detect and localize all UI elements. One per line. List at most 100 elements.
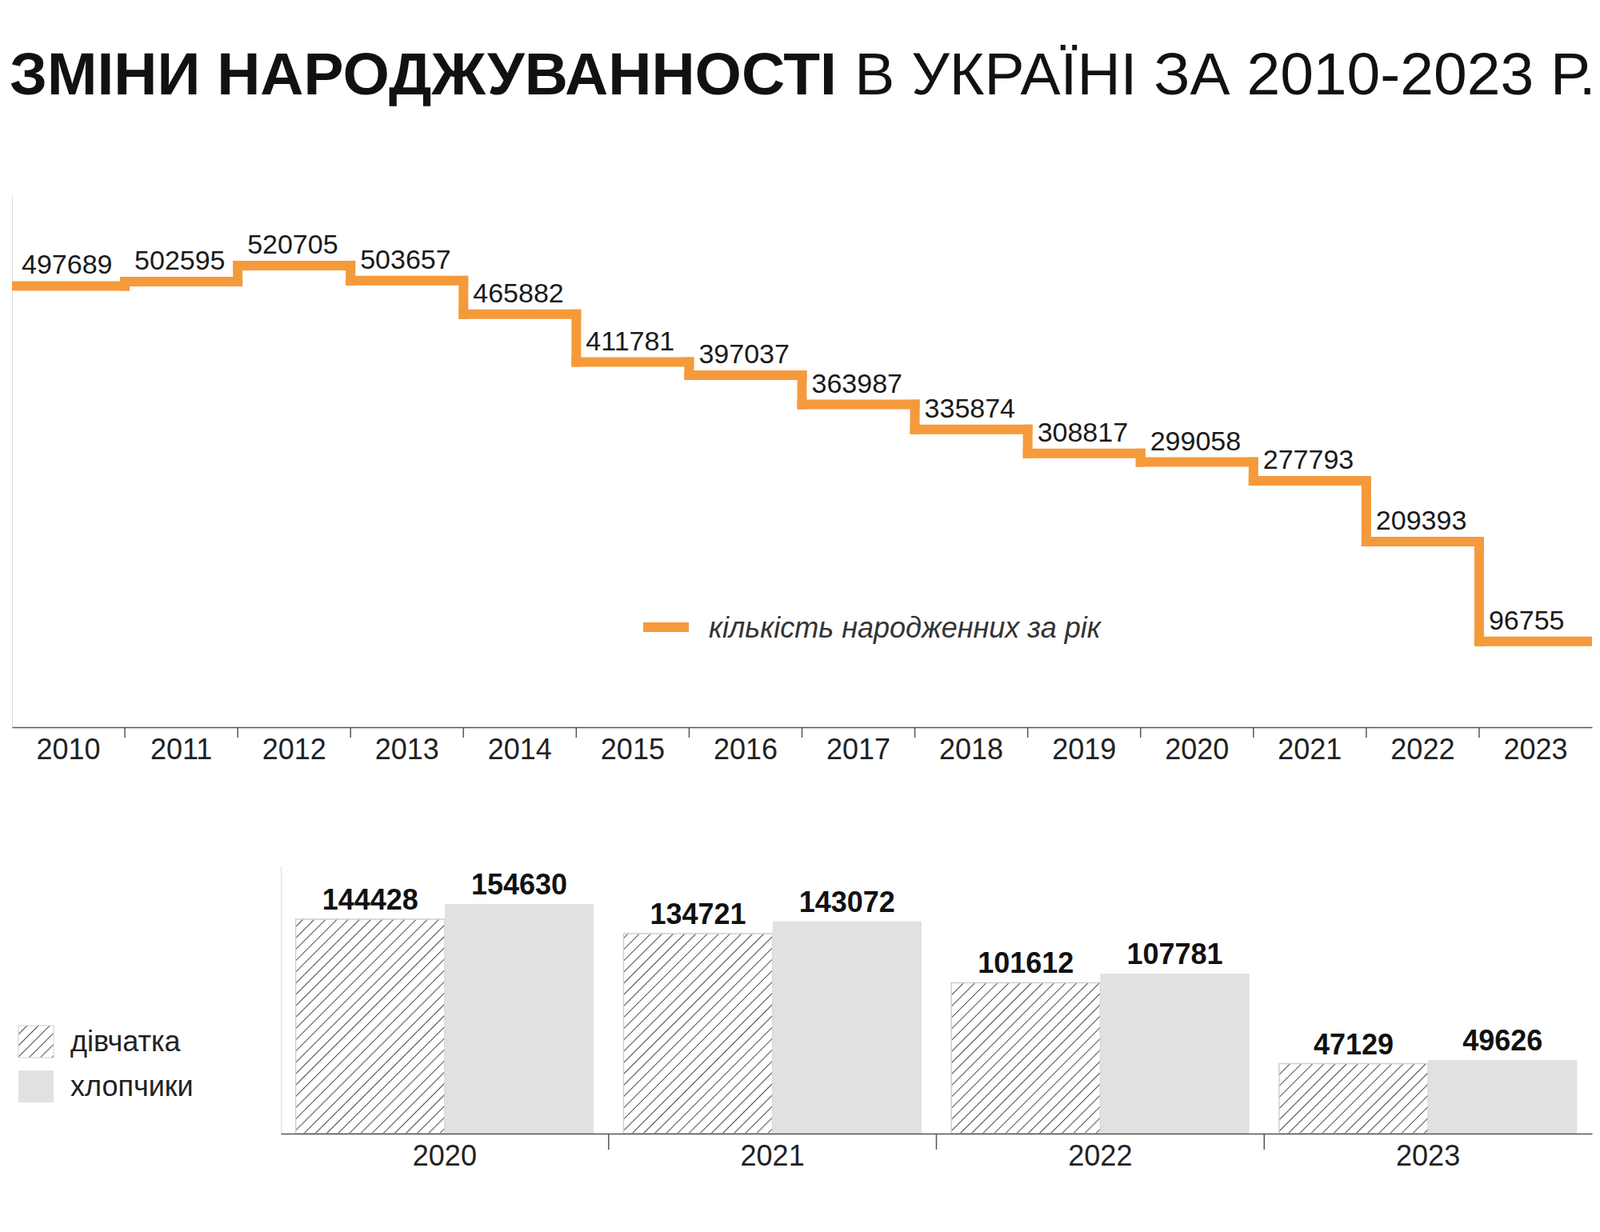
plot-marks (12, 265, 1592, 642)
legend-label: кількість народженних за рік (708, 611, 1103, 644)
x-tick-label: 2015 (600, 732, 665, 766)
category-divider (1264, 1133, 1266, 1150)
data-label: 363987 (812, 368, 903, 399)
step-segment (802, 400, 916, 410)
category-divider (688, 727, 691, 738)
category-divider (1140, 727, 1142, 738)
bar (951, 982, 1100, 1134)
data-label: 411781 (585, 325, 675, 356)
x-tick: 2013 (375, 727, 440, 766)
x-tick: 2011 (150, 727, 212, 766)
x-tick-label: 2023 (1396, 1139, 1460, 1172)
category-divider (608, 1133, 610, 1150)
step-riser (1361, 480, 1372, 542)
step-segment (463, 309, 576, 320)
x-tick: 2021 (1277, 727, 1342, 766)
x-tick: 2022 (1390, 727, 1455, 766)
step-segment (1479, 636, 1592, 647)
category-divider (463, 727, 465, 738)
x-tick: 2016 (713, 727, 778, 766)
bar (444, 904, 594, 1134)
chart-title: ЗМІНИ НАРОДЖУВАННОСТІВ УКРАЇНІ ЗА 2010-2… (9, 40, 1596, 108)
data-label: 47129 (1313, 1028, 1394, 1061)
x-tick-label: 2014 (488, 732, 552, 766)
line-chart: 4976895025955207055036574658824117813970… (12, 196, 1593, 766)
x-tick: 2015 (600, 727, 665, 766)
step-segment (915, 424, 1028, 435)
data-label: 520705 (247, 228, 338, 260)
bar (772, 921, 922, 1134)
x-tick: 2020 (1164, 727, 1229, 766)
x-tick-label: 2011 (150, 732, 212, 766)
x-tick-label: 2022 (1068, 1139, 1132, 1172)
infographic: ЗМІНИ НАРОДЖУВАННОСТІВ УКРАЇНІ ЗА 2010-2… (0, 0, 1600, 1232)
x-tick: 2022 (1068, 1133, 1132, 1172)
category-divider (1478, 727, 1480, 738)
data-label: 308817 (1037, 416, 1128, 448)
x-tick-label: 2019 (1052, 732, 1116, 766)
data-label: 134721 (649, 897, 746, 931)
data-label: 497689 (21, 248, 112, 280)
legend-swatch (18, 1025, 54, 1058)
data-label: 96755 (1488, 604, 1565, 636)
step-segment (350, 276, 464, 286)
x-tick-label: 2012 (262, 732, 327, 766)
data-label: 101612 (977, 946, 1074, 980)
bar (623, 933, 772, 1134)
category-divider (236, 727, 239, 738)
category-divider (349, 727, 352, 738)
legend-swatch (18, 1070, 54, 1103)
x-tick: 2021 (740, 1133, 805, 1172)
legend: кількість народженних за рік (643, 611, 1103, 644)
step-segment (576, 357, 689, 368)
legend-label: хлопчики (70, 1069, 194, 1103)
data-label: 143072 (799, 885, 896, 919)
step-riser (458, 280, 468, 315)
data-label: 154630 (471, 868, 568, 901)
x-tick: 2017 (826, 727, 891, 766)
x-tick-label: 2022 (1390, 732, 1455, 766)
data-label: 465882 (472, 277, 564, 308)
x-tick-label: 2021 (740, 1139, 805, 1172)
step-segment (1253, 476, 1367, 486)
step-segment (237, 260, 351, 271)
category-divider (801, 727, 804, 738)
x-tick: 2019 (1052, 727, 1116, 766)
data-label: 502595 (134, 244, 225, 276)
data-label: 144428 (322, 883, 419, 916)
plot-marks (296, 904, 1578, 1134)
x-tick: 2014 (488, 727, 552, 766)
x-tick-label: 2017 (826, 732, 891, 766)
data-label: 397037 (698, 338, 789, 369)
category-divider (1365, 727, 1368, 738)
x-axis: 2010 2011 2012 2013 2014 2015 2016 2017 2018 2019… (12, 727, 1593, 766)
category-divider (914, 727, 916, 738)
category-divider (936, 1133, 938, 1150)
x-tick: 2018 (939, 727, 1004, 766)
step-segment (1028, 448, 1141, 459)
x-tick-label: 2010 (36, 732, 100, 766)
y-axis-line (12, 196, 13, 728)
step-segment (124, 276, 238, 287)
x-tick: 2010 (36, 727, 100, 766)
y-axis (280, 867, 282, 1135)
step-segment (1366, 536, 1480, 547)
data-label: 49626 (1462, 1024, 1543, 1057)
category-divider (576, 727, 578, 738)
x-tick-label: 2021 (1277, 732, 1342, 766)
x-tick-label: 2020 (412, 1139, 477, 1172)
bar (1279, 1064, 1428, 1134)
data-label: 209393 (1376, 504, 1467, 536)
data-label: 277793 (1263, 444, 1354, 475)
step-riser (1474, 541, 1484, 642)
bar (296, 919, 445, 1134)
x-tick-label: 2018 (939, 732, 1004, 766)
title-regular: В УКРАЇНІ ЗА 2010-2023 Р. (854, 40, 1596, 108)
bar (1428, 1060, 1577, 1134)
bar-chart: 1444281347211016124712915463014307210778… (18, 867, 1593, 1172)
y-axis-line (280, 867, 282, 1135)
category-divider (1252, 727, 1255, 738)
x-tick-label: 2016 (713, 732, 778, 766)
x-tick: 2023 (1396, 1133, 1460, 1172)
x-tick-label: 2020 (1164, 732, 1229, 766)
